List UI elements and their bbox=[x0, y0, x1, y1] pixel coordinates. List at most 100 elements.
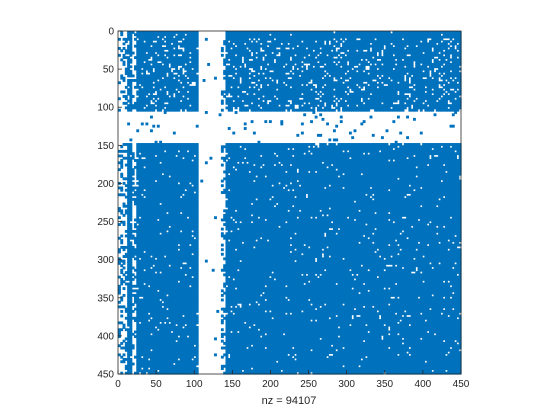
nonzero-mark bbox=[188, 49, 192, 53]
nonzero-mark bbox=[150, 115, 153, 119]
nonzero-mark bbox=[431, 63, 435, 66]
nonzero-mark bbox=[140, 58, 144, 62]
nonzero-mark bbox=[351, 33, 355, 37]
nonzero-mark bbox=[348, 65, 352, 69]
nonzero-mark bbox=[403, 44, 407, 48]
nonzero-mark bbox=[385, 129, 389, 133]
nonzero-mark bbox=[246, 65, 249, 69]
nonzero-mark bbox=[442, 44, 446, 48]
nonzero-mark bbox=[300, 47, 304, 50]
nonzero-mark bbox=[300, 56, 304, 60]
nonzero-mark bbox=[232, 37, 236, 41]
nonzero-mark bbox=[252, 42, 256, 46]
nonzero-mark bbox=[394, 53, 398, 57]
nonzero-mark bbox=[355, 31, 359, 34]
nonzero-mark bbox=[419, 44, 423, 48]
nonzero-mark bbox=[435, 37, 439, 41]
nonzero-mark bbox=[259, 58, 263, 62]
nonzero-mark bbox=[246, 67, 249, 71]
nonzero-mark bbox=[273, 44, 277, 48]
nonzero-mark bbox=[335, 138, 339, 142]
nonzero-mark bbox=[303, 42, 307, 46]
nonzero-mark bbox=[440, 37, 444, 41]
nonzero-mark bbox=[140, 63, 144, 66]
nonzero-mark bbox=[161, 47, 165, 50]
nonzero-mark bbox=[257, 35, 261, 39]
nonzero-mark bbox=[195, 65, 199, 69]
nonzero-mark bbox=[435, 58, 439, 62]
nonzero-mark bbox=[296, 49, 300, 53]
nonzero-mark bbox=[273, 51, 277, 55]
nonzero-mark bbox=[426, 51, 430, 55]
nonzero-mark bbox=[246, 40, 249, 44]
nonzero-mark bbox=[332, 65, 336, 69]
pattern-row bbox=[122, 60, 462, 64]
nonzero-mark bbox=[193, 37, 197, 41]
nonzero-mark bbox=[250, 120, 254, 124]
nonzero-mark bbox=[396, 44, 400, 48]
nonzero-mark bbox=[321, 51, 325, 55]
nonzero-mark bbox=[323, 44, 327, 48]
nonzero-mark bbox=[156, 63, 160, 66]
nonzero-mark bbox=[136, 31, 140, 34]
nonzero-mark bbox=[319, 49, 323, 53]
nonzero-mark bbox=[312, 31, 316, 34]
nonzero-mark bbox=[406, 51, 410, 55]
nonzero-mark bbox=[259, 56, 263, 60]
nonzero-mark bbox=[230, 63, 233, 66]
nonzero-mark bbox=[431, 37, 435, 41]
nonzero-mark bbox=[406, 115, 410, 119]
nonzero-mark bbox=[344, 58, 348, 62]
nonzero-mark bbox=[438, 33, 442, 37]
nonzero-mark bbox=[184, 31, 188, 34]
nonzero-mark bbox=[415, 63, 419, 66]
nonzero-mark bbox=[179, 51, 183, 55]
nonzero-mark bbox=[344, 63, 348, 66]
nonzero-mark bbox=[193, 56, 197, 60]
nonzero-mark bbox=[316, 33, 320, 37]
nonzero-mark bbox=[225, 60, 229, 64]
nonzero-mark bbox=[243, 51, 247, 55]
nonzero-mark bbox=[179, 35, 183, 39]
nonzero-mark bbox=[156, 51, 160, 55]
nonzero-mark bbox=[184, 56, 188, 60]
nonzero-mark bbox=[266, 42, 270, 46]
nonzero-mark bbox=[175, 63, 179, 66]
nonzero-mark bbox=[348, 35, 352, 39]
nonzero-mark bbox=[168, 42, 172, 46]
nonzero-mark bbox=[239, 44, 243, 48]
nonzero-mark bbox=[232, 67, 236, 71]
nonzero-mark bbox=[136, 42, 140, 46]
nonzero-mark bbox=[387, 35, 391, 39]
nonzero-mark bbox=[266, 49, 270, 53]
nonzero-mark bbox=[168, 58, 172, 62]
nonzero-mark bbox=[380, 44, 384, 48]
nonzero-mark bbox=[454, 49, 458, 53]
nonzero-mark bbox=[154, 42, 158, 46]
nonzero-mark bbox=[147, 33, 151, 37]
nonzero-mark bbox=[129, 60, 133, 64]
nonzero-mark bbox=[355, 56, 359, 60]
nonzero-mark bbox=[328, 56, 332, 60]
nonzero-mark bbox=[195, 37, 199, 41]
nonzero-mark bbox=[159, 42, 163, 46]
nonzero-mark bbox=[424, 33, 428, 37]
nonzero-mark bbox=[143, 63, 147, 66]
nonzero-mark bbox=[161, 31, 165, 34]
nonzero-mark bbox=[344, 56, 348, 60]
nonzero-mark bbox=[230, 44, 233, 48]
nonzero-mark bbox=[230, 67, 233, 71]
nonzero-mark bbox=[337, 108, 341, 112]
nonzero-mark bbox=[358, 56, 361, 60]
nonzero-mark bbox=[186, 37, 190, 41]
nonzero-mark bbox=[316, 44, 320, 48]
nonzero-mark bbox=[150, 65, 153, 69]
nonzero-mark bbox=[458, 37, 462, 41]
nonzero-mark bbox=[344, 42, 348, 46]
nonzero-mark bbox=[364, 35, 368, 39]
nonzero-mark bbox=[403, 67, 407, 71]
pattern-row bbox=[351, 136, 410, 140]
nonzero-mark bbox=[248, 63, 252, 66]
nonzero-mark bbox=[376, 35, 380, 39]
nonzero-mark bbox=[310, 47, 313, 50]
